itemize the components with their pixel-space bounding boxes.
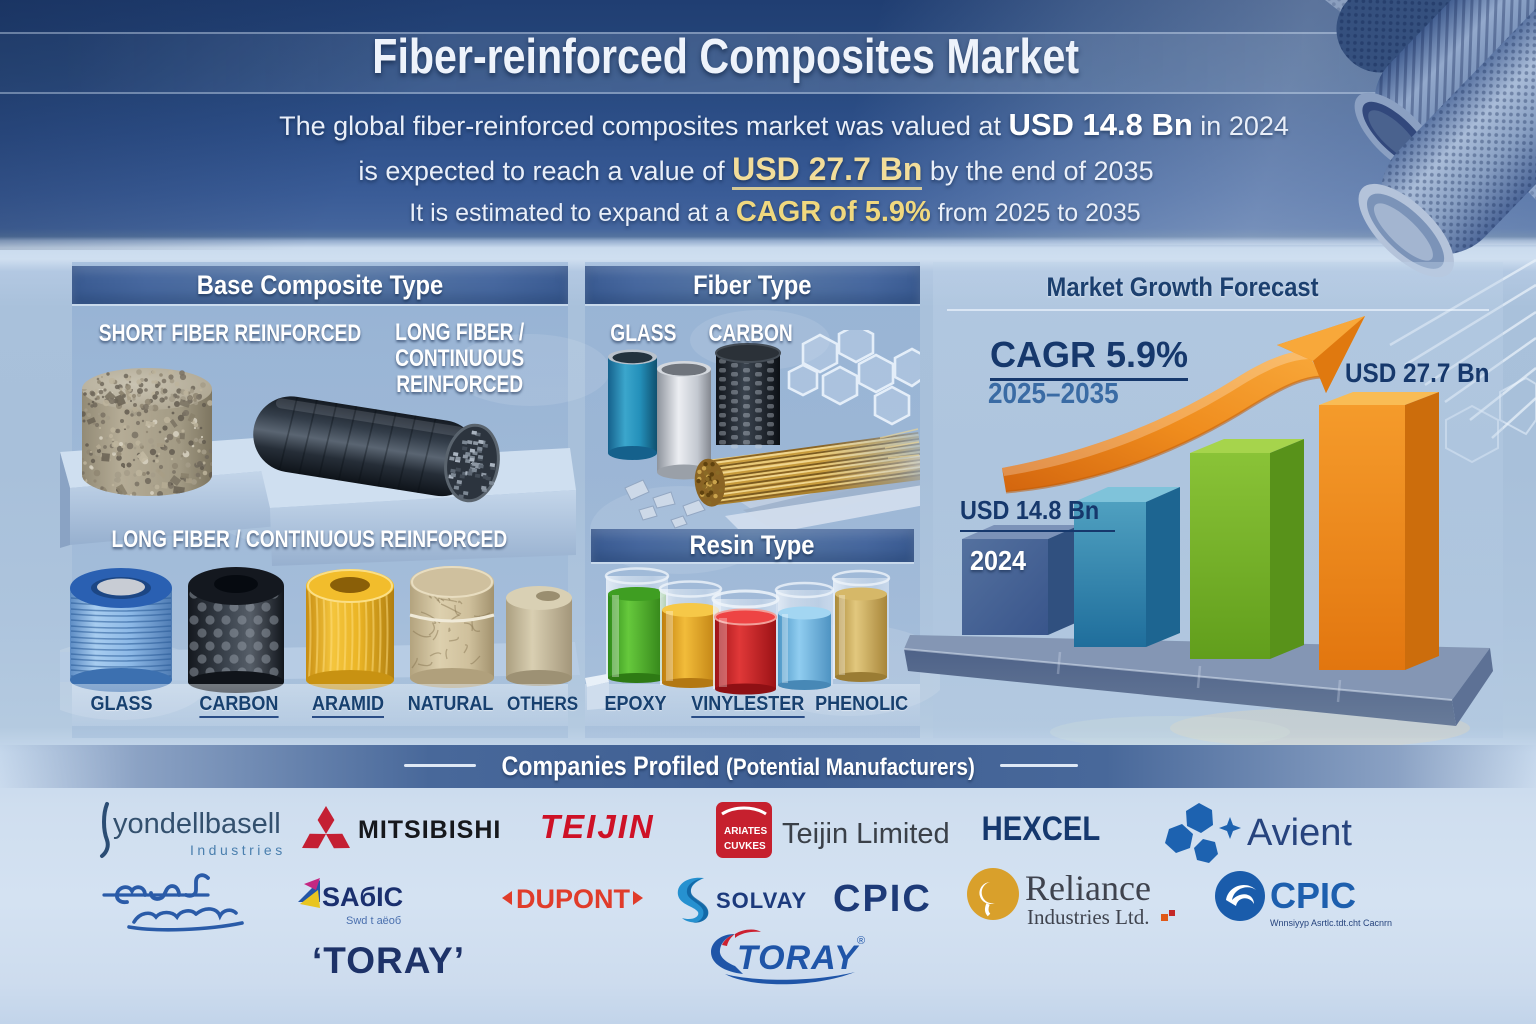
svg-text:SAбIC: SAбIC	[322, 882, 403, 912]
svg-text:Reliance: Reliance	[1025, 868, 1151, 908]
svg-text:TORAY: TORAY	[737, 939, 860, 977]
svg-text:CUVKES: CUVKES	[724, 841, 766, 852]
svg-text:Industries: Industries	[190, 842, 286, 858]
svg-text:Teijin Limited: Teijin Limited	[782, 818, 950, 850]
svg-text:yondellbasell: yondellbasell	[113, 808, 281, 840]
svg-text:Avient: Avient	[1247, 812, 1352, 854]
svg-text:Wnnsiyyp Asrtlc.tdt.cht Cacnrn: Wnnsiyyp Asrtlc.tdt.cht Cacnrn	[1270, 918, 1392, 928]
svg-text:Swd t aёoб: Swd t aёoб	[346, 915, 401, 927]
svg-text:DUPONT: DUPONT	[516, 884, 631, 914]
svg-text:ARIATES: ARIATES	[724, 826, 767, 837]
svg-text:®: ®	[857, 935, 865, 947]
svg-text:CPIC: CPIC	[1270, 875, 1356, 916]
svg-text:MITSIBISHI: MITSIBISHI	[358, 816, 500, 844]
svg-text:SOLVAY: SOLVAY	[716, 888, 807, 913]
svg-text:Industries Ltd.: Industries Ltd.	[1027, 905, 1149, 929]
